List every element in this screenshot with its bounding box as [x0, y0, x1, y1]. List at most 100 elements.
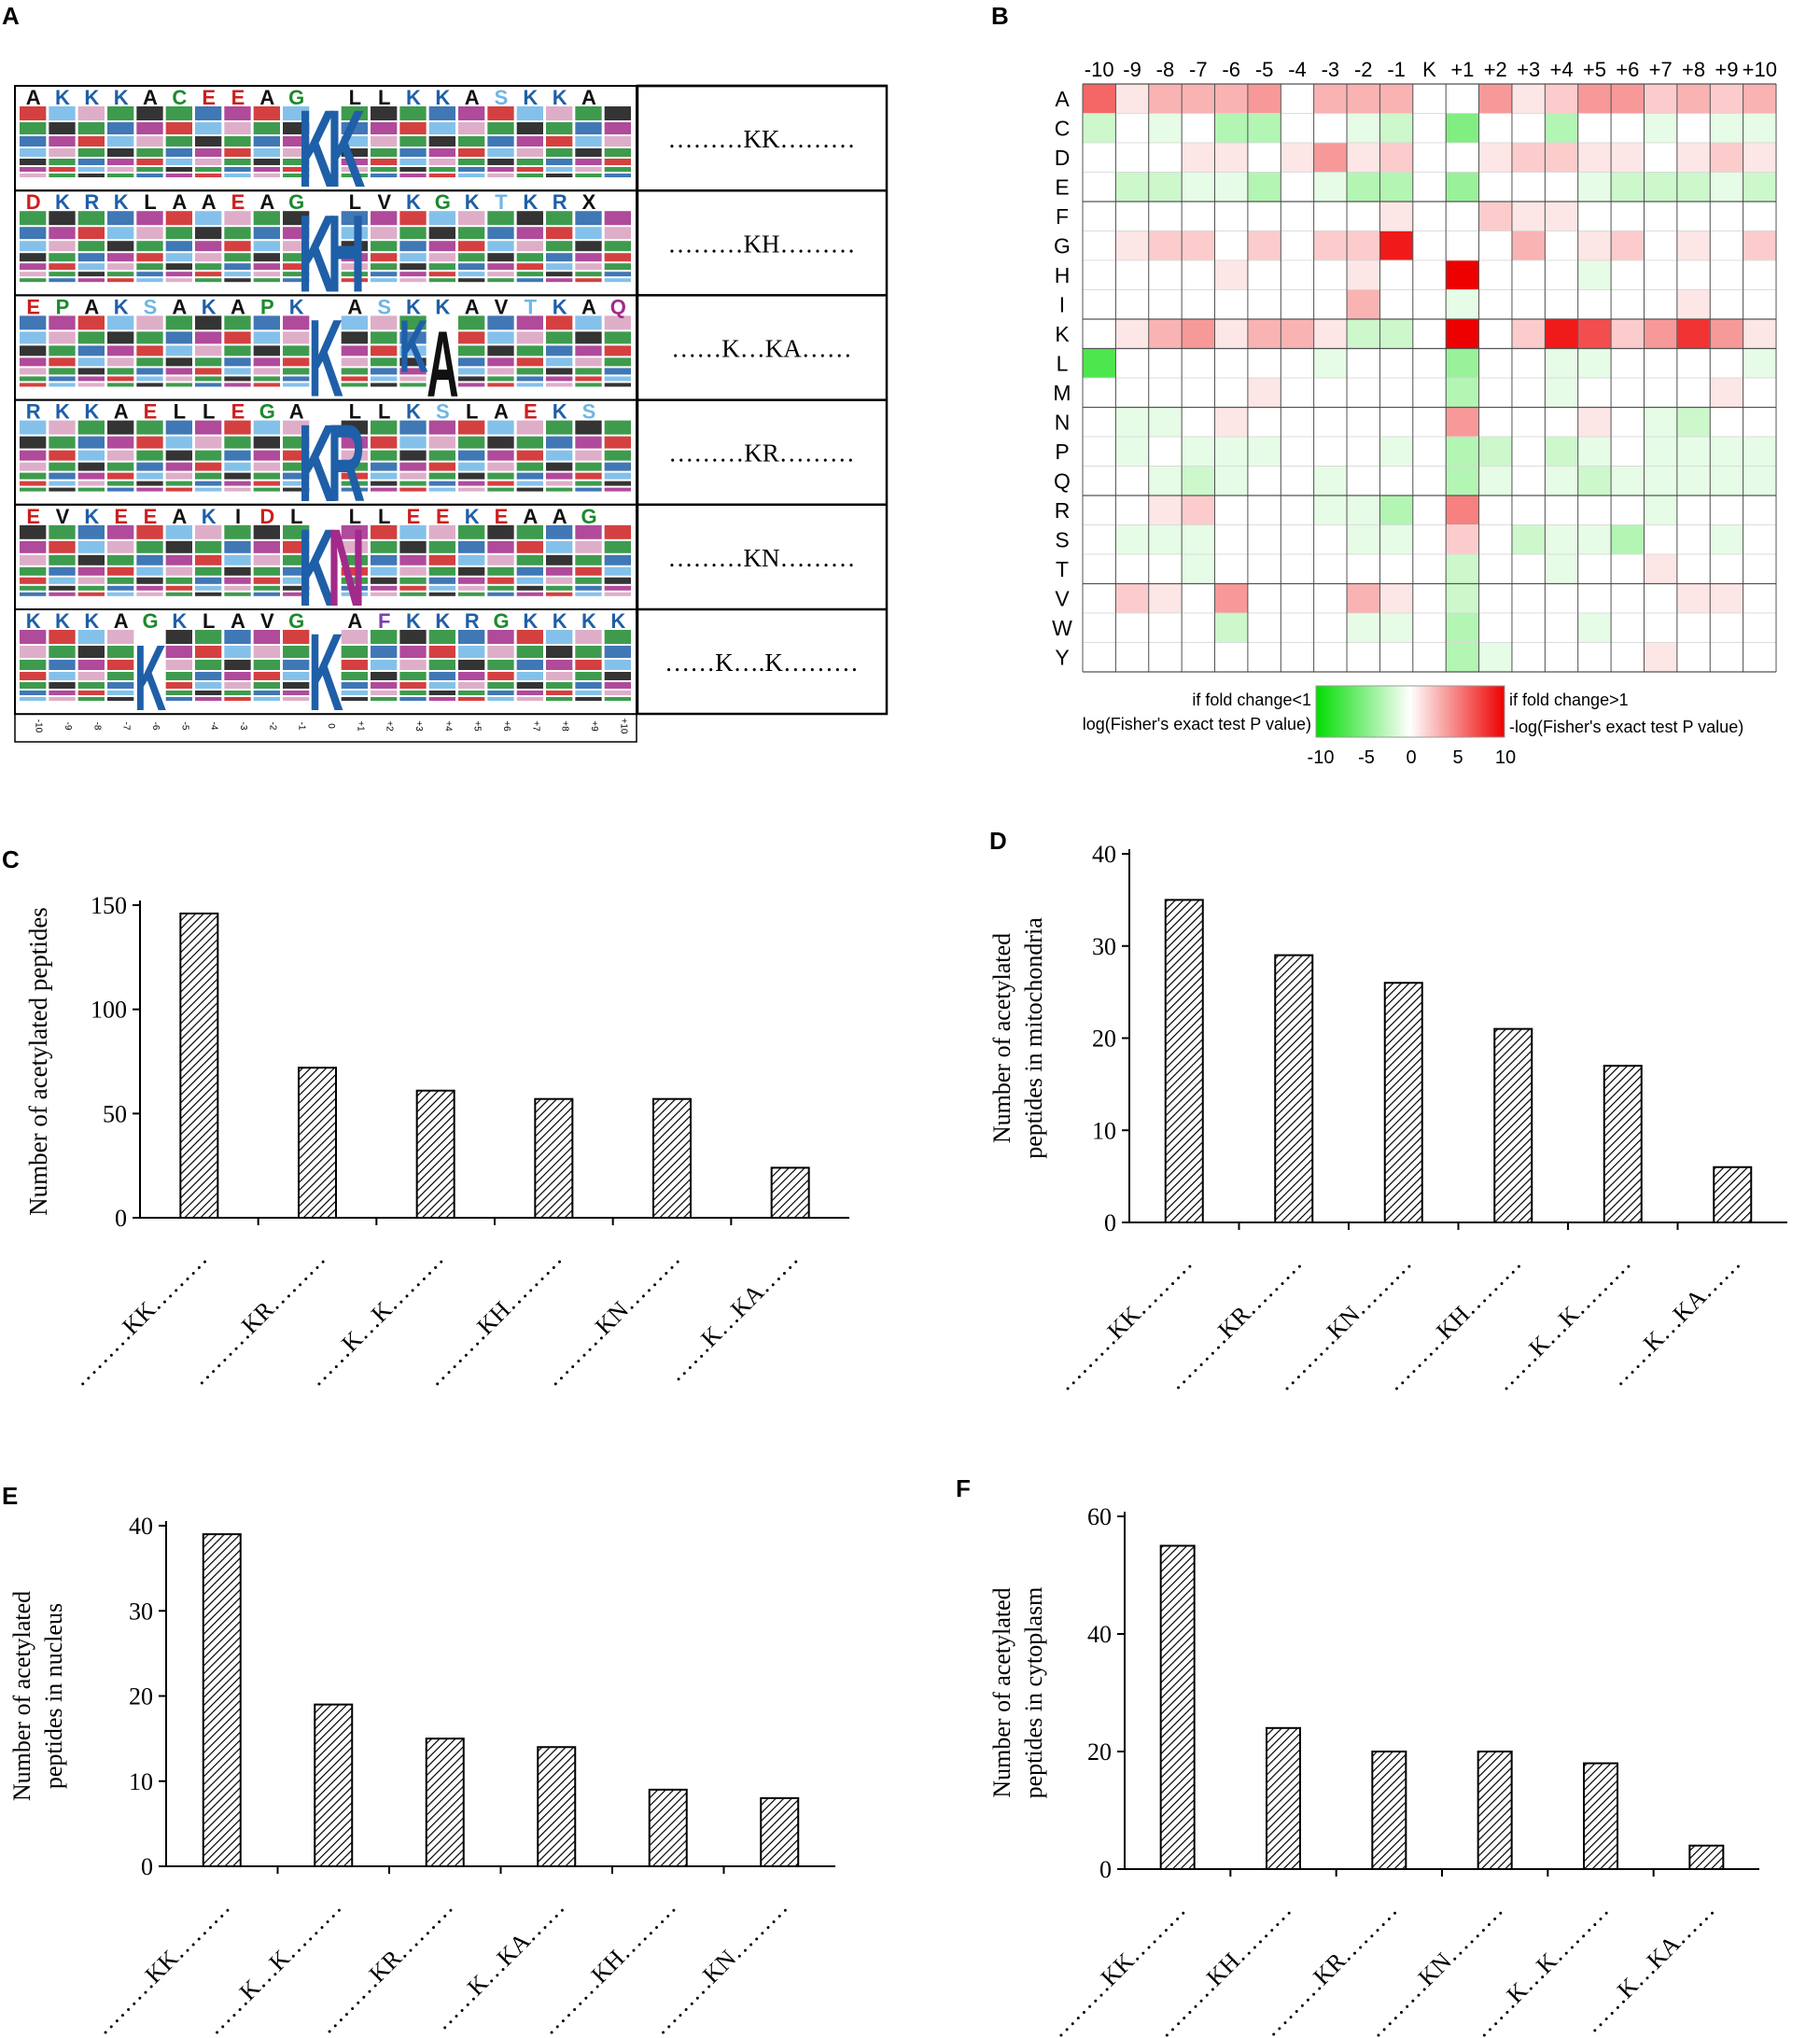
logo-letter-block [371, 357, 398, 367]
logo-top-letter: L [290, 505, 302, 528]
y-axis-label: Number of acetylated [8, 1591, 35, 1801]
logo-top-letter: S [495, 86, 509, 109]
logo-letter-block [20, 682, 47, 689]
logo-letter-block [428, 272, 455, 277]
logo-letter-block [428, 253, 455, 262]
heatmap-cell [1445, 436, 1479, 467]
heatmap-cell [1280, 466, 1315, 496]
logo-letter-block [283, 315, 310, 330]
logo-letter-block [428, 540, 455, 553]
heatmap-cell [1445, 495, 1479, 525]
logo-top-letter: V [56, 505, 70, 528]
heatmap-cell [1743, 377, 1777, 408]
logo-letter-block [253, 227, 280, 240]
heatmap-cell [1511, 612, 1546, 643]
logo-letter-block [20, 540, 47, 553]
logo-letter-block [458, 345, 485, 356]
logo-letter-block [371, 122, 398, 134]
logo-letter-block [428, 106, 455, 120]
heatmap-row-label: N [1055, 410, 1071, 434]
heatmap-cell [1544, 172, 1579, 202]
logo-letter-block [341, 472, 368, 480]
heatmap-cell [1280, 583, 1315, 614]
bar [1159, 1544, 1196, 1870]
logo-letter-block [371, 697, 398, 701]
logo-letter-block [136, 148, 163, 157]
heatmap-row-label: T [1056, 557, 1069, 581]
logo-letter-block [20, 278, 47, 283]
heatmap-cell [1114, 642, 1150, 673]
heatmap-cell [1379, 172, 1414, 202]
logo-letter-block [224, 436, 251, 449]
logo-top-letter: K [84, 86, 99, 109]
logo-letter-block [399, 241, 427, 252]
bar [1383, 982, 1423, 1223]
logo-letter-block [20, 660, 47, 670]
logo-top-letter: R [26, 400, 41, 424]
logo-top-letter: K [553, 86, 567, 109]
logo-letter-block [546, 241, 573, 252]
logo-letter-block [458, 253, 485, 262]
heatmap-cell [1148, 289, 1183, 320]
logo-letter-block [604, 272, 631, 277]
logo-letter-block [428, 682, 455, 689]
heatmap-cell [1114, 524, 1150, 555]
logo-letter-block [516, 345, 543, 356]
logo-letter-block [341, 524, 368, 539]
heatmap-cell [1709, 377, 1744, 408]
logo-letter-block [399, 174, 427, 177]
heatmap-cell [1247, 348, 1281, 379]
logo-top-letter: A [172, 505, 187, 528]
logo-letter-block [224, 278, 251, 283]
logo-letter-block [77, 357, 105, 367]
bar [537, 1746, 577, 1867]
logo-top-letter: K [610, 609, 625, 633]
logo-letter-block [165, 148, 192, 157]
logo-letter-block [487, 241, 514, 252]
heatmap-cell [1644, 142, 1678, 173]
logo-letter-block [195, 148, 222, 157]
heatmap-cell [1577, 553, 1612, 584]
logo-letter-block [107, 436, 134, 449]
logo-letter-block [399, 263, 427, 271]
heatmap-cell [1676, 495, 1711, 525]
logo-letter-block [575, 682, 602, 689]
heatmap-cell [1214, 407, 1249, 438]
panel-label-e: E [2, 1482, 18, 1510]
logo-letter-block [371, 272, 398, 277]
logo-letter-block [77, 697, 105, 701]
heatmap-cell [1148, 377, 1183, 408]
heatmap-cell [1610, 612, 1645, 643]
logo-letter-block [371, 376, 398, 382]
logo-x-tick: +1 [355, 720, 365, 732]
logo-letter-block [253, 472, 280, 480]
logo-letter-block [458, 540, 485, 553]
heatmap-column-label: +8 [1682, 58, 1705, 81]
heatmap-cell [1478, 642, 1513, 673]
logo-letter-block [399, 630, 427, 644]
heatmap-cell [1644, 612, 1678, 643]
logo-letter-block [49, 585, 76, 591]
logo-letter-block [165, 253, 192, 262]
logo-letter-block [487, 272, 514, 277]
logo-letter-block [107, 554, 134, 565]
logo-letter-block [224, 106, 251, 120]
logo-letter-block [604, 585, 631, 591]
heatmap-row-label: R [1055, 498, 1071, 523]
heatmap-cell [1577, 259, 1612, 290]
logo-letter-block [136, 136, 163, 147]
logo-letter-block [516, 672, 543, 680]
heatmap-cell [1709, 113, 1744, 144]
logo-letter-block [516, 211, 543, 226]
heatmap-cell [1379, 436, 1414, 467]
logo-letter-block [575, 106, 602, 120]
heatmap-cell [1214, 318, 1249, 349]
logo-letter-block [224, 481, 251, 486]
y-axis-label: peptides in nucleus [40, 1603, 67, 1789]
logo-letter-block [165, 646, 192, 658]
bar [415, 1089, 455, 1220]
heatmap-cell [1412, 495, 1447, 525]
logo-letter-block [195, 368, 222, 375]
logo-letter-block [20, 345, 47, 356]
heatmap-cell [1445, 201, 1479, 231]
